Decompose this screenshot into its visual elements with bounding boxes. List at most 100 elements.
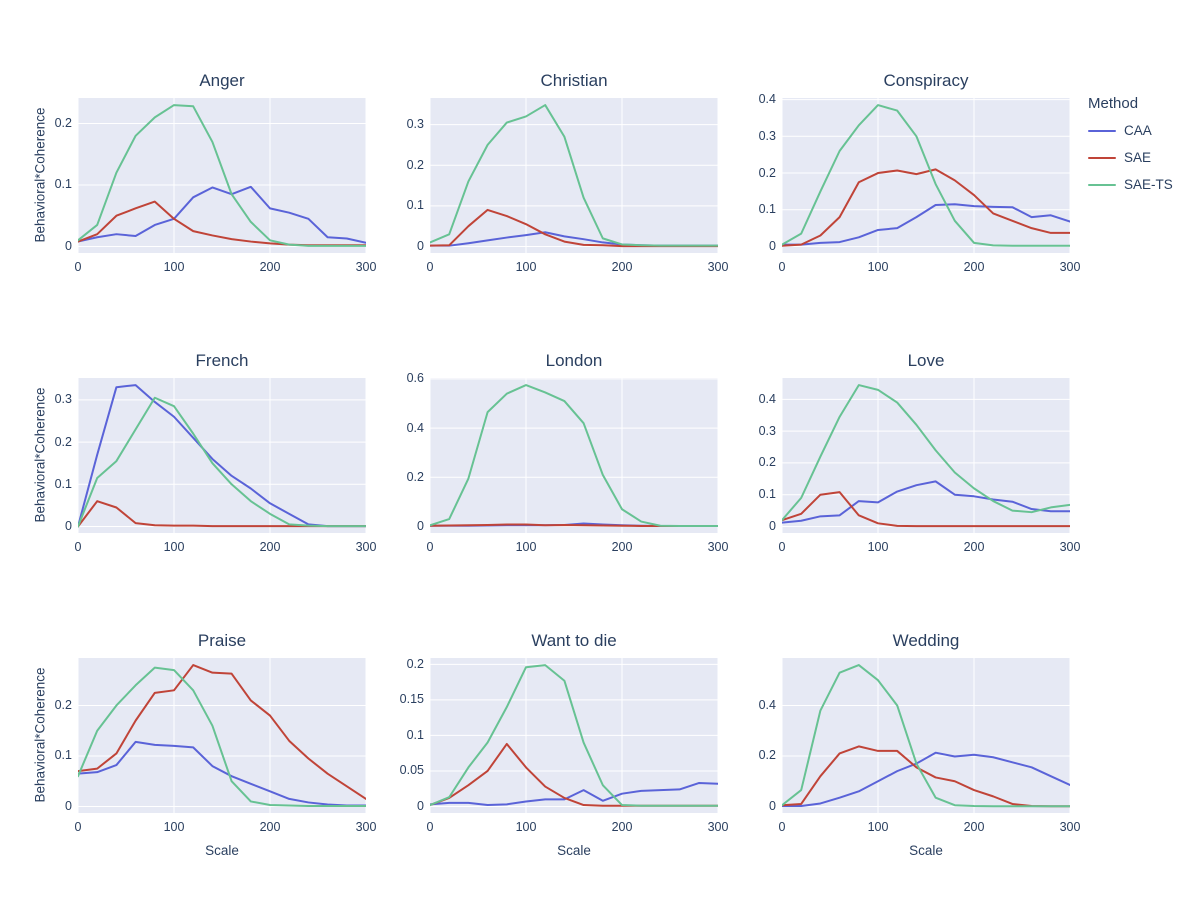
plot-area[interactable] [782,378,1070,533]
y-tick-label: 0.2 [758,748,776,763]
series-line-sae [782,745,1070,808]
subplot-title: Love [907,351,945,370]
subplot-london: London 0 0.2 0.4 0.6 0 100 200 300 [368,344,729,574]
x-axis-title: Scale [205,843,239,858]
x-axis-title: Scale [557,843,591,858]
x-tick-label: 200 [963,540,985,554]
plot-area[interactable] [782,98,1070,253]
legend-entry-sae-ts[interactable]: SAE-TS [1088,175,1198,194]
series-line-caa [78,185,366,244]
series-line-sae [430,208,718,248]
series-line-sae-ts [78,666,366,807]
x-tick-label: 300 [1059,260,1081,274]
plot-area[interactable] [430,98,718,253]
legend: Method CAA SAE SAE-TS [1088,95,1198,202]
y-tick-label: 0.4 [406,420,424,435]
legend-entry-caa[interactable]: CAA [1088,121,1198,140]
legend-entry-sae[interactable]: SAE [1088,148,1198,167]
series-line-sae [78,200,366,247]
series-line-sae-ts [430,384,718,527]
series-line-caa [782,480,1070,524]
subplot-christian: Christian 0 0.1 0.2 0.3 0 100 200 300 [368,64,729,294]
x-tick-label: 100 [163,260,185,274]
y-tick-label: 0 [65,518,72,533]
y-tick-label: 0.15 [399,692,424,707]
plot-area[interactable] [78,378,366,533]
plot-area[interactable] [782,658,1070,813]
y-tick-label: 0.4 [758,697,776,712]
x-tick-label: 300 [355,820,377,834]
x-tick-label: 0 [74,260,82,274]
y-tick-label: 0.2 [54,116,72,131]
y-tick-label: 0.2 [54,697,72,712]
y-tick-label: 0.3 [758,128,776,143]
y-tick-label: 0.2 [406,157,424,172]
x-tick-label: 0 [426,540,434,554]
x-axis-title: Scale [909,843,943,858]
subplot-french: French 0 0.1 0.2 0.3 0 100 200 300 [16,344,377,574]
x-tick-label: 300 [1059,820,1081,834]
series-line-caa [782,751,1070,807]
y-tick-label: 0.6 [406,371,424,386]
x-tick-label: 300 [707,260,729,274]
subplot-love: Love 0 0.1 0.2 0.3 0.4 0 100 200 300 [720,344,1081,574]
x-tick-label: 0 [74,540,82,554]
x-tick-label: 300 [707,820,729,834]
legend-label: SAE-TS [1124,177,1173,192]
y-tick-label: 0 [65,798,72,813]
subplot-praise: Praise 0 0.1 0.2 0 100 200 300 [16,624,377,854]
x-tick-label: 0 [778,820,786,834]
y-tick-label: 0 [417,798,424,813]
subplot-title: Praise [197,631,247,650]
x-tick-label: 0 [426,820,434,834]
subplot-title: Wedding [892,631,960,650]
y-tick-label: 0 [417,518,424,533]
x-tick-label: 100 [867,820,889,834]
subplot-conspiracy: Conspiracy 0 0.1 0.2 0.3 0.4 0 100 200 300 [720,64,1081,294]
x-tick-label: 200 [611,540,633,554]
plot-area[interactable] [430,658,718,813]
x-tick-label: 200 [259,820,281,834]
y-tick-label: 0.2 [758,165,776,180]
y-tick-label: 0.2 [406,469,424,484]
subplot-want-to-die: Want to die 0 0.05 0.1 0.15 0.2 0 100 200 300 [368,624,729,854]
y-tick-label: 0.1 [758,487,776,502]
y-tick-label: 0.3 [758,423,776,438]
subplot-title: Anger [199,71,245,90]
x-tick-label: 100 [515,820,537,834]
series-line-caa [430,782,718,807]
y-tick-label: 0.1 [758,202,776,217]
series-line-sae-ts [430,664,718,807]
plot-area[interactable] [430,378,718,533]
plot-area[interactable] [78,98,366,253]
y-tick-label: 0.2 [406,656,424,671]
x-tick-label: 100 [515,260,537,274]
legend-title: Method [1088,95,1139,112]
series-line-caa [78,384,366,528]
x-tick-label: 200 [259,260,281,274]
y-tick-label: 0.05 [399,763,424,778]
sae-ts-line-swatch-icon [1088,183,1116,186]
series-line-sae-ts [78,104,366,247]
y-tick-label: 0 [769,518,776,533]
series-line-sae-ts [782,384,1070,522]
plot-area[interactable] [78,658,366,813]
sae-line-swatch-icon [1088,156,1116,159]
x-tick-label: 300 [1059,540,1081,554]
subplot-title: Conspiracy [883,71,969,90]
x-tick-label: 100 [867,260,889,274]
subplot-title: Christian [540,71,608,90]
x-tick-label: 200 [963,260,985,274]
y-tick-label: 0 [769,238,776,253]
x-tick-label: 100 [163,540,185,554]
y-tick-label: 0.2 [758,455,776,470]
x-tick-label: 300 [707,540,729,554]
series-line-sae-ts [782,664,1070,808]
y-tick-label: 0.1 [406,727,424,742]
x-tick-label: 300 [355,540,377,554]
x-tick-label: 100 [515,540,537,554]
x-tick-label: 200 [963,820,985,834]
y-tick-label: 0.1 [54,748,72,763]
x-tick-label: 200 [259,540,281,554]
